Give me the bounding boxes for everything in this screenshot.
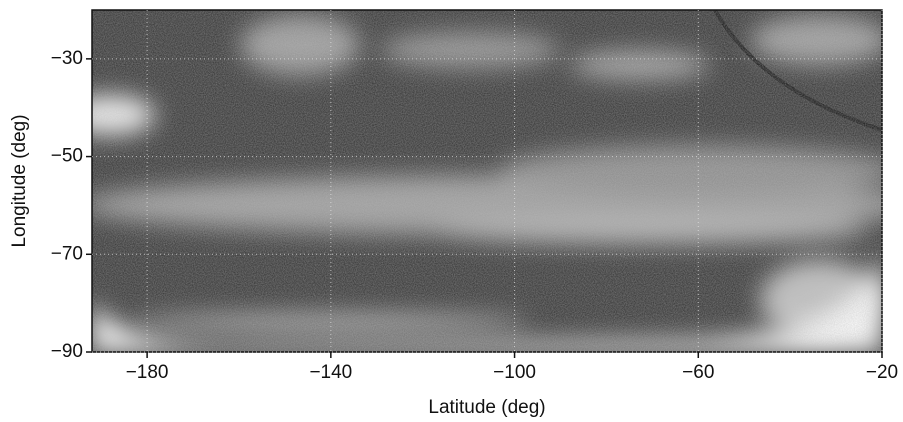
y-tick-label: −30: [51, 48, 83, 69]
x-tick-label: −180: [126, 362, 169, 383]
x-tick-label: −20: [866, 362, 898, 383]
plot-frame: [91, 9, 883, 353]
x-axis-label: Latitude (deg): [428, 397, 545, 418]
x-tick-label: −60: [682, 362, 714, 383]
x-tick-label: −100: [493, 362, 536, 383]
image-field: [92, 10, 882, 352]
y-axis-label: Longitude (deg): [9, 114, 30, 247]
x-tick-label: −140: [309, 362, 352, 383]
y-tick-label: −50: [51, 146, 83, 167]
y-tick-label: −70: [51, 243, 83, 264]
y-tick-label: −90: [51, 341, 83, 362]
